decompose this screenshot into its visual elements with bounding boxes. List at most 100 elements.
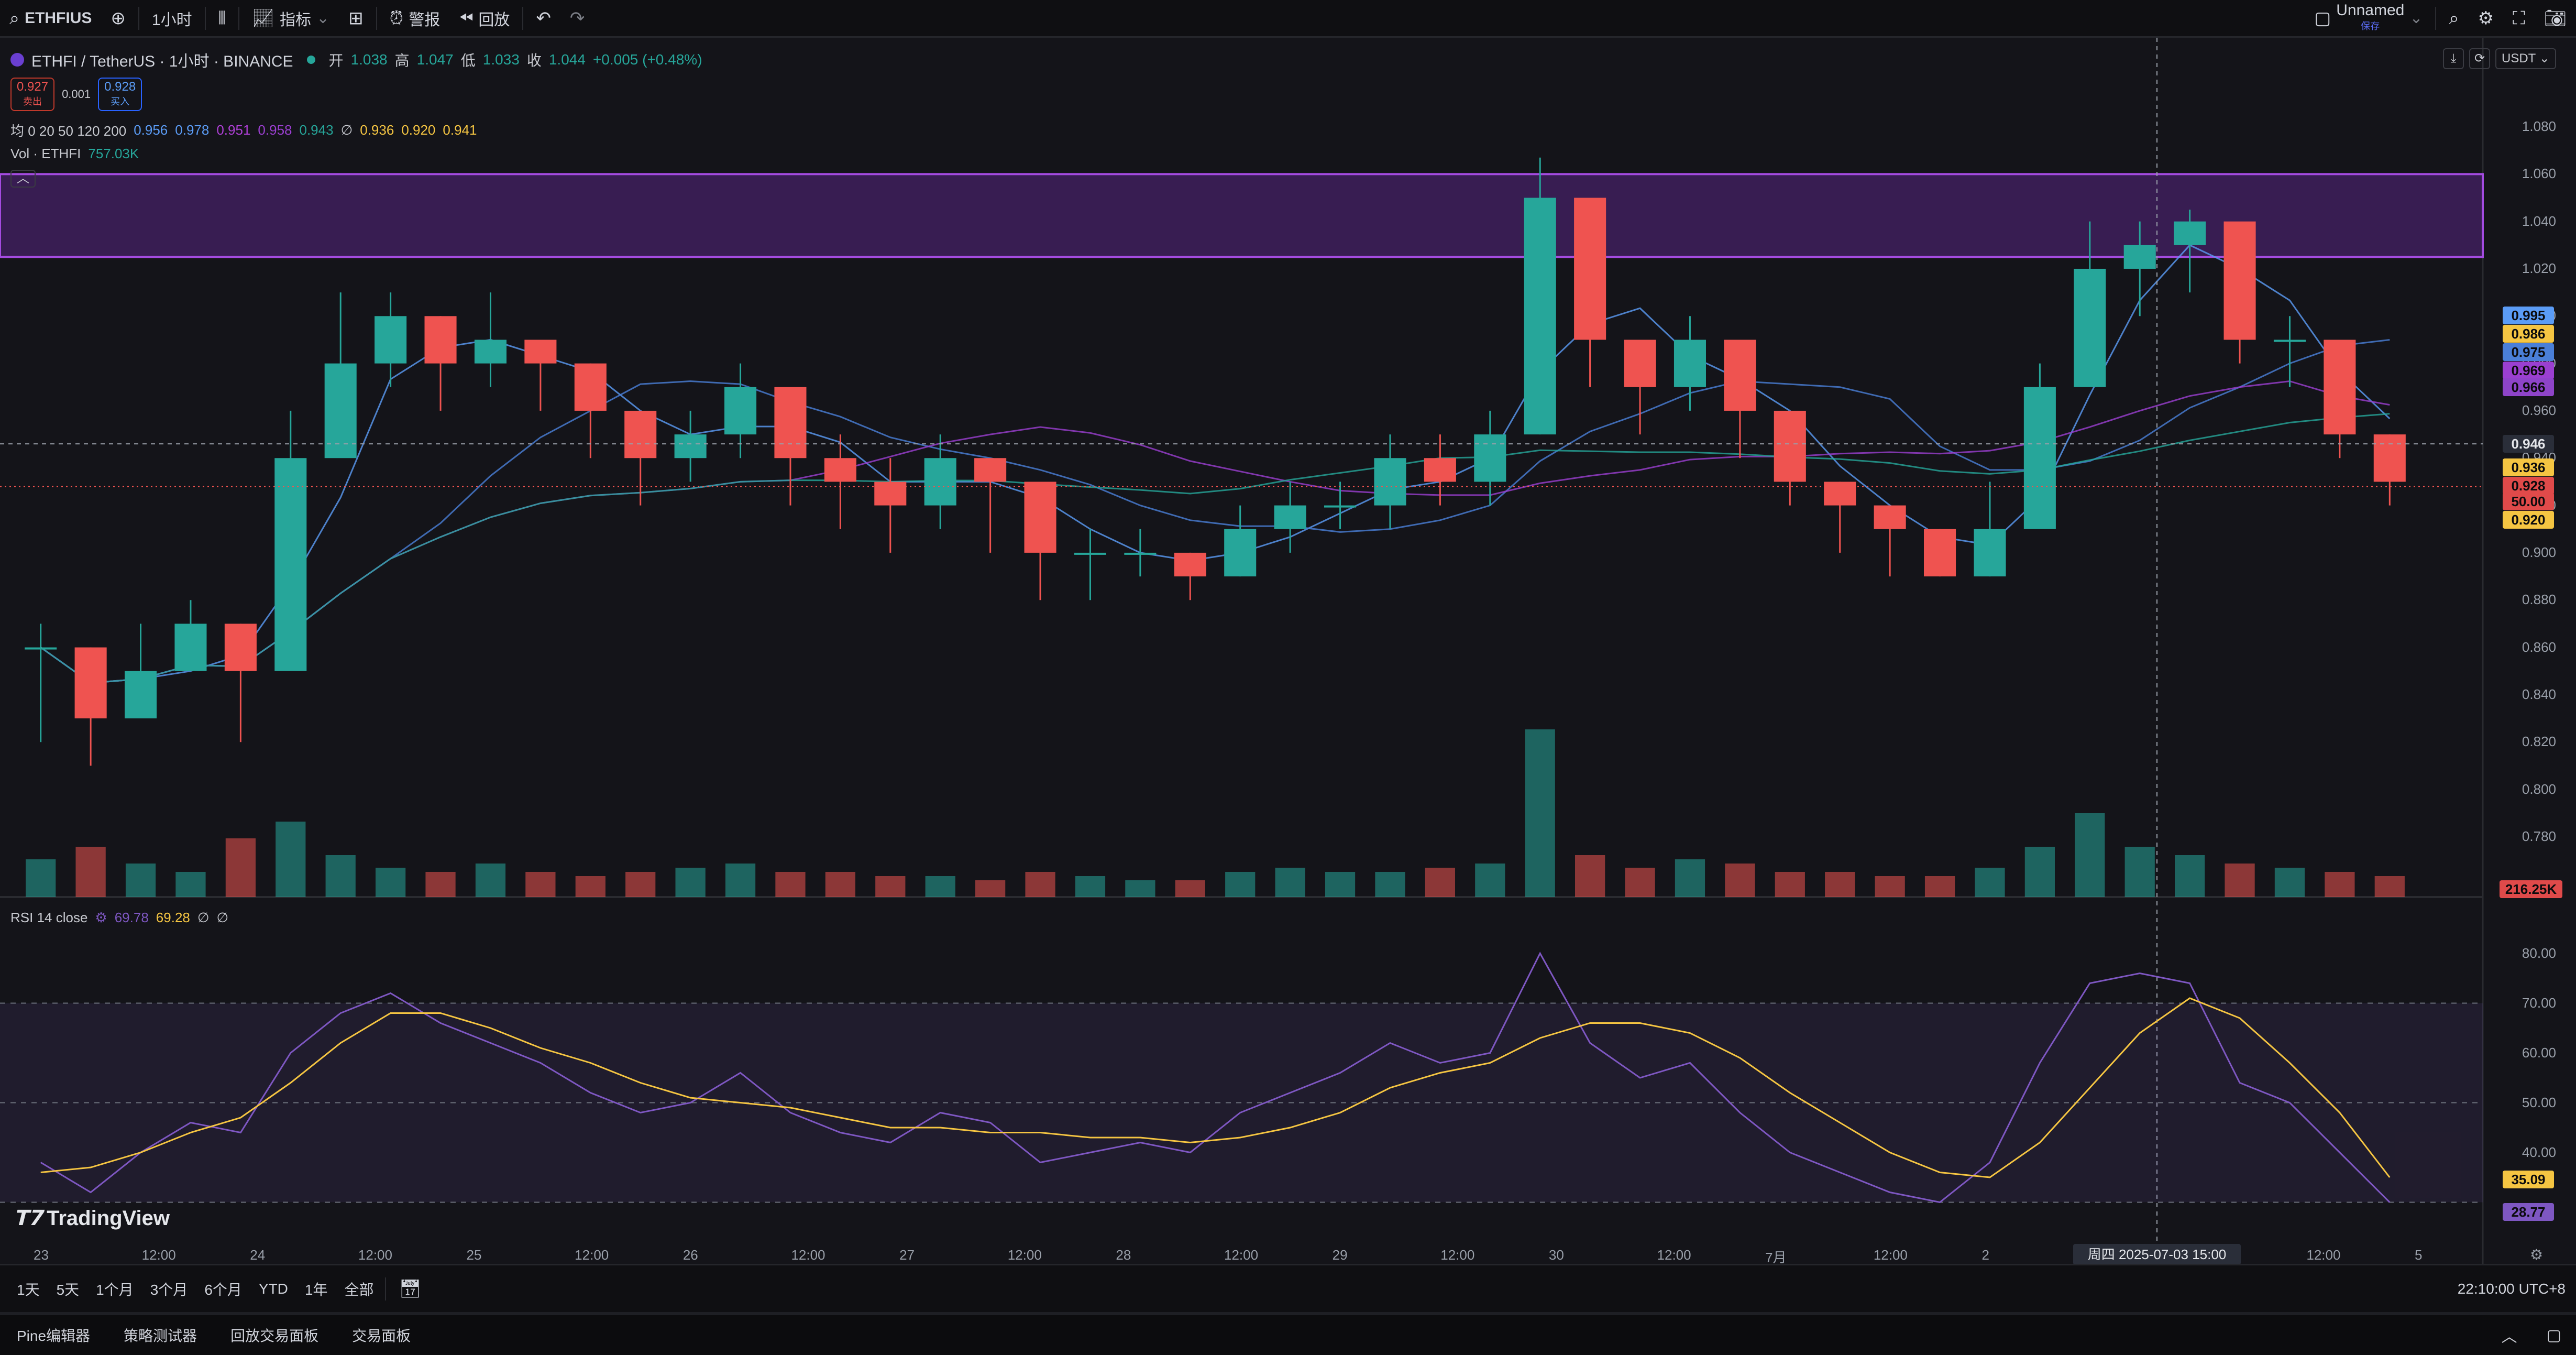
pair-title: ETHFI / TetherUS · 1小时 · BINANCE xyxy=(31,53,293,70)
clock[interactable]: 22:10:00 UTC+8 xyxy=(2457,1280,2566,1297)
chart-canvas[interactable] xyxy=(0,38,2576,1264)
screenshot-button[interactable]: 📷︎ xyxy=(2535,0,2576,37)
layout-save-state: 保存 xyxy=(2361,20,2380,31)
candle-body xyxy=(774,387,807,458)
buy-price: 0.928 xyxy=(104,80,136,94)
volume-legend: Vol · ETHFI 757.03K xyxy=(10,146,139,162)
calendar-icon: 📅︎ xyxy=(399,1278,422,1299)
low-value: 1.033 xyxy=(482,51,520,68)
candle-body xyxy=(1324,505,1357,508)
volume-bar xyxy=(75,847,106,897)
candle-body xyxy=(1924,529,1956,577)
panel-tab-0[interactable]: Pine编辑器 xyxy=(17,1328,91,1344)
volume-bar xyxy=(2075,813,2105,897)
ma-value: 0.941 xyxy=(443,122,477,138)
range-7-button[interactable]: 全部 xyxy=(344,1281,374,1298)
range-5-button[interactable]: YTD xyxy=(258,1280,288,1297)
spread-value: 0.001 xyxy=(62,88,91,101)
panel-tabs-bar: Pine编辑器 策略测试器 回放交易面板 交易面板 ︿ ▢ xyxy=(0,1312,2576,1355)
alert-button[interactable]: ⏰︎ 警报 xyxy=(380,0,450,37)
collapse-panel-button[interactable]: ︿ xyxy=(2487,1324,2532,1347)
chart-area[interactable] xyxy=(0,38,2576,1264)
symbol-legend: ETHFI / TetherUS · 1小时 · BINANCE 开 1.038 … xyxy=(10,48,702,71)
volume-bar xyxy=(1425,868,1455,897)
candle-body xyxy=(375,316,407,364)
sell-button[interactable]: 0.927 卖出 xyxy=(10,78,55,111)
replay-button[interactable]: ⏪︎ 回放 xyxy=(449,0,519,37)
chart-type-button[interactable]: ⫴ xyxy=(209,0,235,37)
panel-tab-1[interactable]: 策略测试器 xyxy=(124,1328,197,1344)
templates-button[interactable]: ⊞ xyxy=(339,0,373,37)
interval-button[interactable]: 1小时 xyxy=(142,0,202,37)
range-bar: 1天 5天 1个月 3个月 6个月 YTD 1年 全部 📅︎ 22:10:00 UTC+8 xyxy=(0,1264,2576,1312)
volume-bar xyxy=(1875,876,1905,897)
range-3-button[interactable]: 3个月 xyxy=(150,1281,188,1298)
panel-tab-3[interactable]: 交易面板 xyxy=(352,1328,411,1344)
volume-bar xyxy=(125,864,156,897)
indicators-button[interactable]: 📈︎ 指标 ⌄ xyxy=(243,0,339,37)
range-2-button[interactable]: 1个月 xyxy=(96,1281,134,1298)
candles-icon: ⫴ xyxy=(218,8,226,28)
volume-bar xyxy=(2124,847,2155,897)
candle-body xyxy=(574,363,607,411)
rsi-ma-line xyxy=(40,997,2391,1178)
bid-ask-widget: 0.927 卖出 0.001 0.928 买入 xyxy=(10,78,142,111)
candle-body xyxy=(224,624,257,671)
undo-button[interactable]: ↶ xyxy=(526,0,560,37)
maximize-panel-button[interactable]: ▢ xyxy=(2532,1326,2576,1345)
layout-name-wrap: Unnamed 保存 xyxy=(2336,2,2404,34)
divider xyxy=(238,6,239,30)
volume-bar xyxy=(276,822,306,897)
undo-icon: ↶ xyxy=(536,8,551,28)
rsi-settings-icon[interactable]: ⚙ xyxy=(95,910,107,925)
null-symbol: ∅ xyxy=(197,910,210,925)
layout-button[interactable]: ▢ Unnamed 保存 ⌄ xyxy=(2305,0,2432,37)
volume-bar xyxy=(1625,868,1655,897)
candle-body xyxy=(324,363,357,458)
candle-body xyxy=(1624,340,1656,387)
redo-button[interactable]: ↷ xyxy=(560,0,595,37)
volume-value: 757.03K xyxy=(88,146,139,161)
volume-bar xyxy=(1924,876,1955,897)
divider xyxy=(2435,6,2437,30)
add-symbol-button[interactable]: ⊕ xyxy=(101,0,135,37)
open-label: 开 xyxy=(328,52,344,69)
reset-button[interactable]: ⟳ xyxy=(2469,48,2490,69)
top-toolbar: ⌕ ETHFIUS ⊕ 1小时 ⫴ 📈︎ 指标 ⌄ ⊞ ⏰︎ 警报 ⏪︎ 回放 … xyxy=(0,0,2576,38)
axis-settings-button[interactable]: ⚙ xyxy=(2530,1246,2543,1263)
candle-body xyxy=(1774,410,1806,482)
range-6-button[interactable]: 1年 xyxy=(304,1281,328,1298)
volume-bar xyxy=(2325,872,2355,897)
fullscreen-button[interactable]: ⛶ xyxy=(2503,0,2535,37)
tradingview-logo: 𝗧𝟳 TradingView xyxy=(14,1206,170,1230)
low-label: 低 xyxy=(460,52,476,69)
range-1-button[interactable]: 5天 xyxy=(56,1281,80,1298)
range-list: 1天 5天 1个月 3个月 6个月 YTD 1年 全部 xyxy=(0,1278,382,1299)
volume-bar xyxy=(1375,872,1405,897)
range-0-button[interactable]: 1天 xyxy=(17,1281,40,1298)
maximize-icon: ▢ xyxy=(2546,1326,2561,1344)
fullscreen-icon: ⛶ xyxy=(2513,8,2525,28)
quick-search-button[interactable]: ⌕ xyxy=(2439,0,2468,37)
volume-bar xyxy=(2225,864,2255,897)
buy-button[interactable]: 0.928 买入 xyxy=(98,78,142,111)
go-to-date-button[interactable]: 📅︎ xyxy=(389,1270,431,1308)
open-value: 1.038 xyxy=(350,51,388,68)
collapse-legend-button[interactable]: ︿ xyxy=(10,170,36,188)
candle-body xyxy=(1974,529,2006,577)
range-4-button[interactable]: 6个月 xyxy=(204,1281,242,1298)
rsi-label: RSI 14 close xyxy=(10,910,88,925)
currency-label: USDT xyxy=(2502,51,2536,65)
scroll-to-latest-button[interactable]: ⤓ xyxy=(2443,48,2464,69)
panel-tab-2[interactable]: 回放交易面板 xyxy=(230,1328,319,1344)
candle-body xyxy=(874,482,907,506)
currency-select[interactable]: USDT ⌄ xyxy=(2495,48,2556,69)
volume-bar xyxy=(1125,880,1155,897)
resistance-zone xyxy=(0,173,2484,258)
candle-body xyxy=(474,340,507,364)
symbol-search[interactable]: ⌕ ETHFIUS xyxy=(0,0,101,37)
settings-button[interactable]: ⚙ xyxy=(2469,0,2503,37)
volume-bar xyxy=(475,864,506,897)
high-label: 高 xyxy=(394,52,410,69)
null-symbol: ∅ xyxy=(340,122,353,138)
